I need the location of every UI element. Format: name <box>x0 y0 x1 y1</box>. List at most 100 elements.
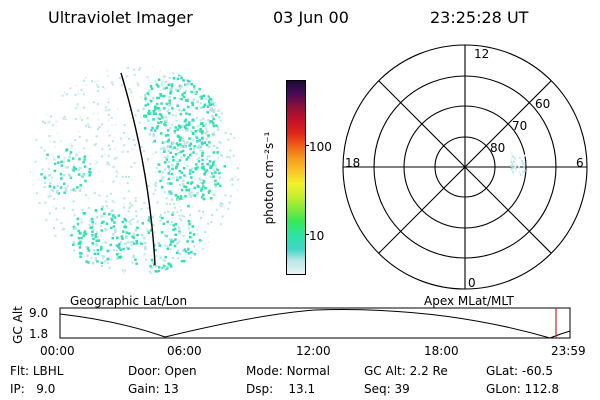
emission-pixel <box>132 217 135 220</box>
emission-pixel <box>217 126 220 129</box>
timeline-xtick: 06:00 <box>167 344 202 358</box>
emission-pixel <box>155 107 158 110</box>
emission-pixel <box>164 244 167 247</box>
emission-pixel <box>189 142 193 146</box>
emission-pixel <box>168 99 171 102</box>
emission-pixel <box>180 76 183 80</box>
emission-pixel <box>217 128 220 131</box>
emission-pixel <box>90 126 92 129</box>
emission-pixel <box>190 130 193 133</box>
emission-pixel <box>511 163 514 166</box>
emission-pixel <box>167 83 170 86</box>
emission-pixel <box>185 123 188 126</box>
emission-pixel <box>202 210 204 213</box>
emission-pixel <box>143 247 146 250</box>
emission-pixel <box>184 99 188 102</box>
emission-pixel <box>234 175 237 178</box>
emission-pixel <box>74 107 77 110</box>
emission-pixel <box>196 129 199 131</box>
emission-pixel <box>212 144 216 148</box>
emission-pixel <box>217 109 220 112</box>
emission-pixel <box>136 141 139 144</box>
emission-pixel <box>158 117 161 121</box>
emission-pixel <box>77 173 81 176</box>
emission-pixel <box>52 186 56 189</box>
emission-pixel <box>100 248 103 251</box>
emission-pixel <box>155 127 159 130</box>
emission-pixel <box>176 104 179 107</box>
emission-pixel <box>155 83 159 86</box>
emission-pixel <box>193 245 196 248</box>
emission-pixel <box>101 180 104 183</box>
emission-pixel <box>189 214 192 217</box>
emission-pixel <box>178 214 181 217</box>
emission-pixel <box>172 159 175 162</box>
emission-pixel <box>185 129 189 132</box>
emission-pixel <box>208 141 211 144</box>
emission-pixel <box>190 152 193 155</box>
timeline-left-label: Geographic Lat/Lon <box>70 294 188 308</box>
emission-pixel <box>121 220 125 224</box>
emission-pixel <box>88 260 91 263</box>
emission-pixel <box>63 207 65 210</box>
emission-pixel <box>114 230 117 234</box>
emission-pixel <box>164 80 167 84</box>
aurora-emission-pixels <box>30 65 240 275</box>
emission-pixel <box>146 103 150 106</box>
emission-pixel <box>168 190 171 193</box>
emission-pixel <box>164 265 168 269</box>
emission-pixel <box>136 82 139 85</box>
emission-pixel <box>229 149 232 152</box>
emission-pixel <box>47 121 50 124</box>
emission-pixel <box>107 101 110 104</box>
emission-pixel <box>43 186 46 189</box>
emission-pixel <box>81 218 84 221</box>
emission-pixel <box>198 139 201 142</box>
emission-pixel <box>171 164 174 167</box>
emission-pixel <box>166 110 169 113</box>
emission-pixel <box>184 195 187 198</box>
emission-pixel <box>216 151 219 154</box>
emission-pixel <box>215 167 218 170</box>
emission-pixel <box>183 185 186 188</box>
emission-pixel <box>111 124 114 126</box>
emission-pixel <box>179 200 182 202</box>
emission-pixel <box>159 70 162 72</box>
emission-pixel <box>53 198 56 200</box>
emission-pixel <box>164 123 167 127</box>
emission-pixel <box>102 86 104 88</box>
lat-label-60: 60 <box>535 97 551 111</box>
emission-pixel <box>128 88 131 91</box>
emission-pixel <box>229 179 232 182</box>
emission-pixel <box>158 113 162 116</box>
emission-pixel <box>149 100 153 103</box>
emission-pixel <box>218 171 221 175</box>
emission-pixel <box>523 165 526 168</box>
emission-pixel <box>200 95 203 98</box>
emission-pixel <box>196 158 199 161</box>
emission-pixel <box>84 232 88 236</box>
emission-pixel <box>131 240 135 244</box>
emission-pixel <box>196 166 199 169</box>
emission-pixel <box>206 111 209 114</box>
emission-pixel <box>65 166 68 169</box>
emission-pixel <box>198 178 202 181</box>
emission-pixel <box>89 226 92 230</box>
emission-pixel <box>120 84 123 87</box>
emission-pixel <box>108 97 111 100</box>
emission-pixel <box>50 189 53 192</box>
emission-pixel <box>176 195 179 199</box>
emission-pixel <box>169 263 172 266</box>
emission-pixel <box>172 76 176 80</box>
emission-pixel <box>166 182 169 185</box>
emission-pixel <box>119 240 122 243</box>
emission-pixel <box>144 114 147 117</box>
emission-pixel <box>106 249 110 253</box>
emission-pixel <box>215 124 218 127</box>
emission-pixel <box>169 127 172 130</box>
emission-pixel <box>110 217 113 221</box>
emission-pixel <box>180 156 183 159</box>
emission-pixel <box>168 104 171 107</box>
emission-pixel <box>178 143 182 146</box>
emission-pixel <box>185 188 188 192</box>
